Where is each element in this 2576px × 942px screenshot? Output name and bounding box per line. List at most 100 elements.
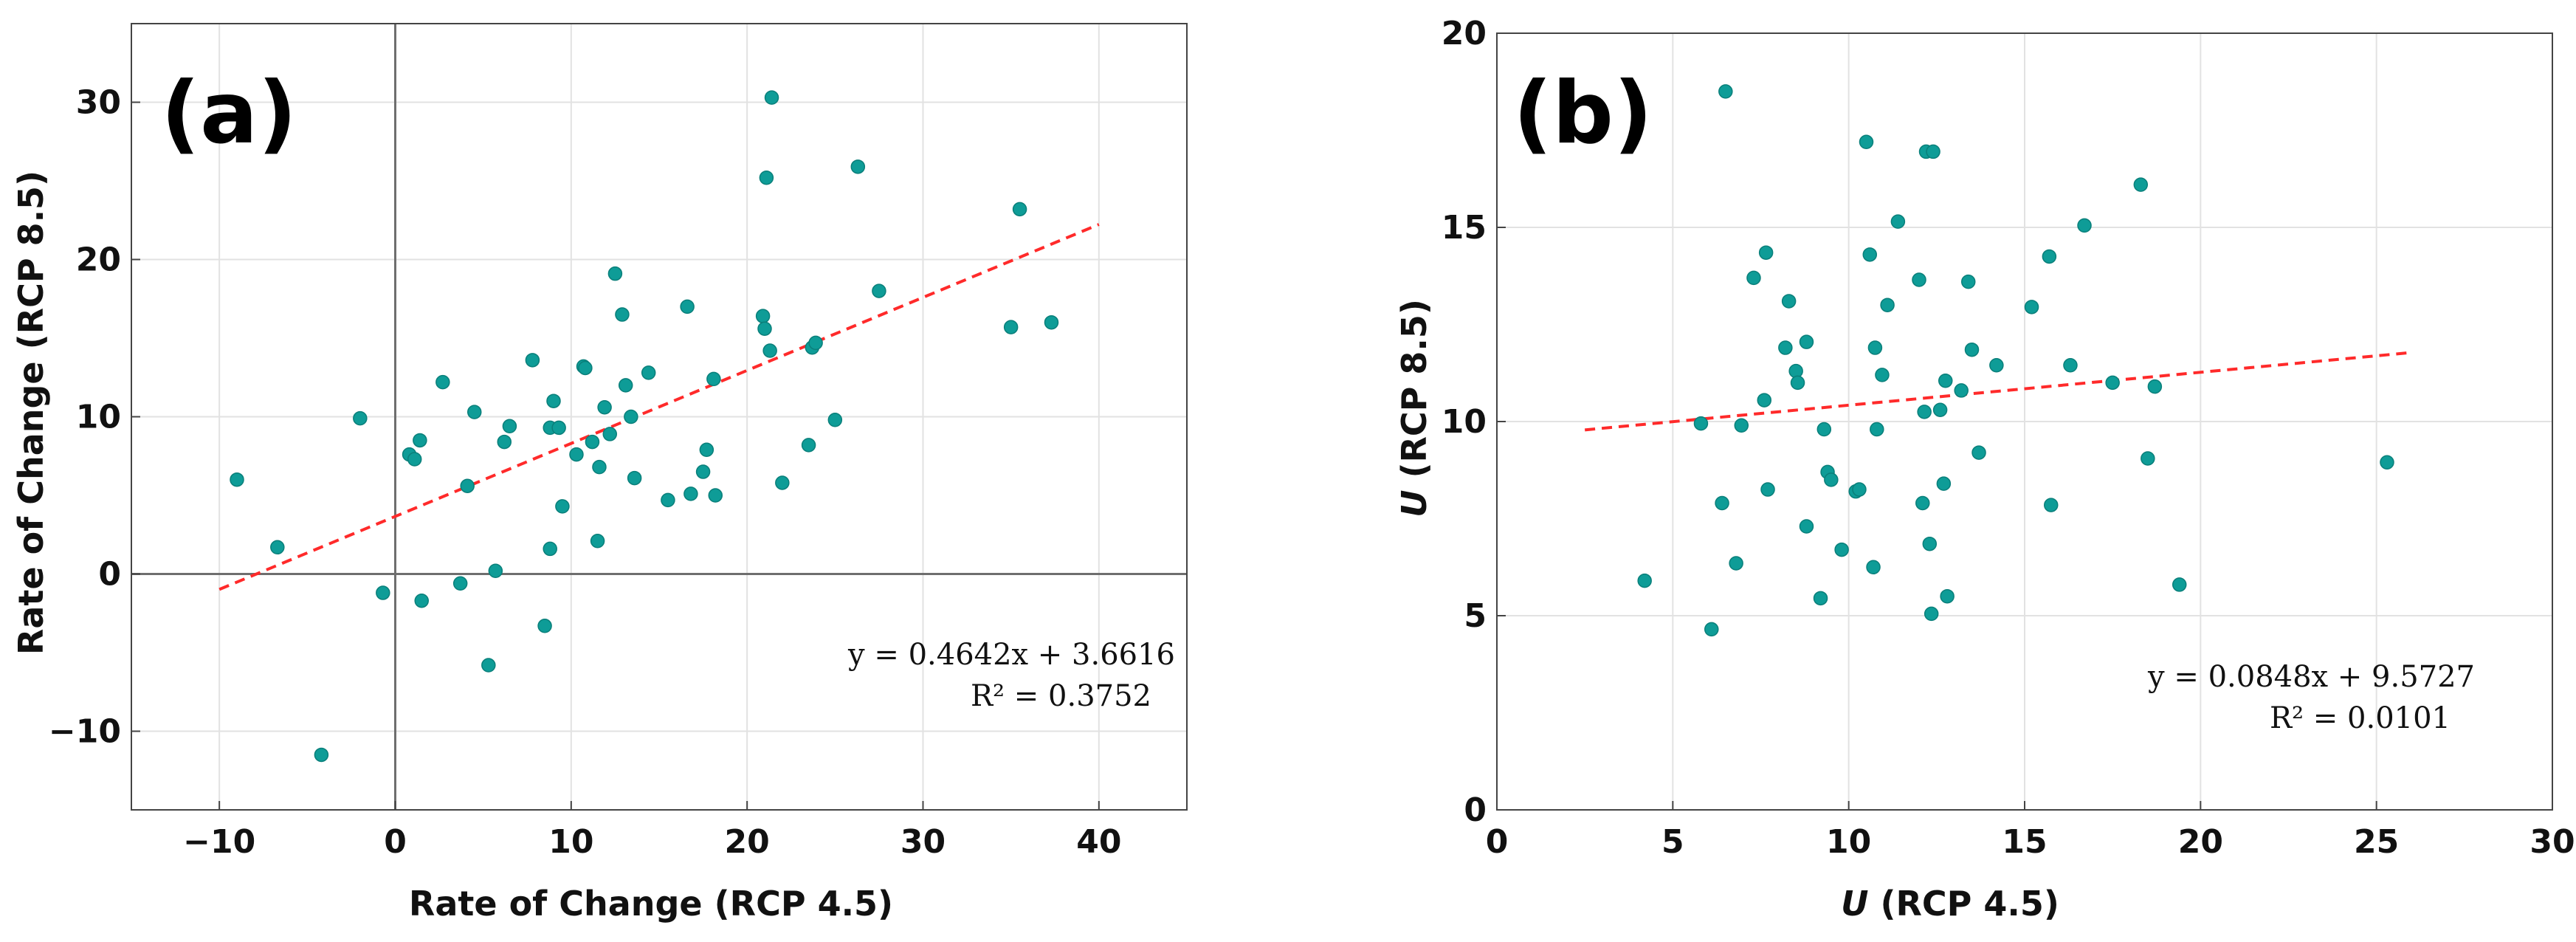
chart-a-point	[413, 433, 427, 448]
chart-a-point	[467, 405, 482, 419]
chart-b-point	[2063, 357, 2078, 373]
chart-b-point	[1729, 556, 1743, 571]
chart-b-point	[1989, 357, 2004, 373]
chart-a-zero-lines	[131, 24, 1187, 810]
chart-b-point	[2077, 218, 2092, 233]
chart-b-point	[1880, 298, 1895, 312]
chart-a-point	[597, 399, 612, 415]
chart-a-y-tick-label: −10	[49, 713, 121, 751]
chart-b-point	[1867, 340, 1883, 355]
chart-a-point	[602, 427, 618, 441]
chart-a-point	[314, 747, 329, 763]
chart-a-y-tick-label: 20	[76, 241, 121, 279]
chart-a-point	[808, 335, 823, 351]
chart-a-point	[764, 90, 779, 105]
chart-b-point	[1917, 405, 1932, 419]
chart-b: 0 5 10 15 20 25 30 0 5 10 15 20 (b) y = 0.0848x + …	[1394, 15, 2575, 924]
chart-b-x-axis-label-text: (RCP 4.5)	[1868, 884, 2059, 924]
chart-a-point	[624, 409, 638, 424]
chart-b-point	[2172, 577, 2187, 592]
chart-a-point	[641, 365, 656, 380]
chart-a-point	[801, 438, 816, 453]
chart-b-point	[2044, 498, 2059, 512]
chart-b-point	[1693, 416, 1709, 431]
chart-a: −10 0 10 20 30 40 −10 0 10 20 30 (a) y = 0.4642x …	[11, 23, 1188, 924]
chart-b-point	[1781, 294, 1797, 309]
chart-b-point	[1799, 334, 1814, 349]
chart-b-point	[1746, 270, 1761, 286]
chart-b-y-axis-label: U (RCP 8.5)	[1394, 299, 1434, 518]
chart-b-point	[1757, 393, 1772, 408]
chart-b-point	[1866, 560, 1881, 574]
chart-a-point	[481, 658, 496, 673]
chart-b-x-tick-label: 20	[2178, 823, 2223, 861]
chart-a-point	[270, 540, 285, 555]
chart-a-x-axis-label: Rate of Change (RCP 4.5)	[409, 884, 893, 924]
chart-b-point	[1715, 495, 1729, 511]
chart-b-point	[1704, 622, 1719, 637]
chart-a-point	[555, 499, 570, 514]
chart-b-x-tick-label: 5	[1661, 823, 1684, 861]
chart-a-point	[661, 492, 675, 508]
chart-b-point	[1870, 422, 1884, 437]
chart-b-x-tick-label: 30	[2529, 823, 2575, 861]
chart-a-point	[757, 321, 772, 336]
chart-b-point	[1824, 472, 1839, 487]
chart-b-point	[2105, 375, 2120, 391]
chart-b-point	[1718, 84, 1733, 99]
chart-a-point	[607, 266, 623, 281]
chart-b-point	[1938, 374, 1953, 388]
chart-b-point	[1960, 274, 1976, 289]
chart-a-point	[827, 413, 843, 427]
chart-a-x-tick-label: 40	[1076, 823, 1121, 861]
chart-a-point	[592, 459, 607, 475]
chart-b-x-ticks: 0 5 10 15 20 25 30	[1486, 801, 2575, 861]
chart-a-y-ticks: −10 0 10 20 30	[49, 84, 140, 751]
chart-b-point	[2141, 451, 2155, 466]
chart-b-point	[1912, 272, 1926, 287]
chart-b-point	[1788, 363, 1803, 379]
chart-a-y-tick-label: 30	[76, 84, 121, 122]
chart-b-y-tick-label: 0	[1464, 791, 1487, 829]
chart-b-point	[1936, 476, 1952, 491]
chart-a-point	[502, 419, 517, 434]
chart-a-point	[706, 371, 721, 387]
chart-a-point	[775, 475, 790, 490]
chart-b-point	[1862, 247, 1878, 262]
chart-b-point	[1954, 383, 1969, 398]
chart-a-x-tick-label: 0	[384, 823, 407, 861]
chart-b-point	[1852, 482, 1867, 497]
chart-b-point	[1890, 214, 1906, 229]
chart-a-x-tick-label: 20	[725, 823, 770, 861]
chart-a-point	[353, 410, 368, 426]
chart-a-point	[872, 283, 886, 298]
chart-b-y-tick-label: 20	[1442, 15, 1487, 52]
chart-b-point	[1816, 422, 1832, 437]
chart-b-point	[2380, 455, 2394, 470]
chart-a-point	[699, 442, 714, 457]
chart-b-point	[1875, 368, 1890, 382]
chart-a-r2: R² = 0.3752	[971, 679, 1151, 713]
chart-a-point	[683, 487, 698, 501]
chart-b-y-tick-label: 10	[1442, 403, 1487, 441]
chart-b-point	[1932, 402, 1948, 417]
chart-a-point	[497, 434, 512, 450]
chart-a-equation: y = 0.4642x + 3.6616	[847, 638, 1175, 672]
chart-a-point	[546, 393, 561, 408]
chart-b-point	[1859, 134, 1874, 150]
chart-b-x-tick-label: 10	[1826, 823, 1871, 861]
chart-a-point	[590, 534, 605, 549]
chart-b-point	[1760, 482, 1775, 497]
chart-a-point	[1044, 314, 1059, 330]
chart-a-point	[543, 541, 557, 557]
chart-b-y-axis-label-symbol: U	[1394, 490, 1434, 518]
chart-b-y-ticks: 0 5 10 15 20	[1442, 15, 1506, 829]
chart-a-point	[759, 170, 774, 185]
chart-a-point	[376, 585, 390, 600]
chart-a-point	[569, 447, 584, 462]
chart-a-point	[755, 309, 771, 323]
chart-a-point	[460, 478, 475, 493]
chart-b-fit-line	[1584, 351, 2412, 432]
chart-a-point	[695, 464, 711, 479]
